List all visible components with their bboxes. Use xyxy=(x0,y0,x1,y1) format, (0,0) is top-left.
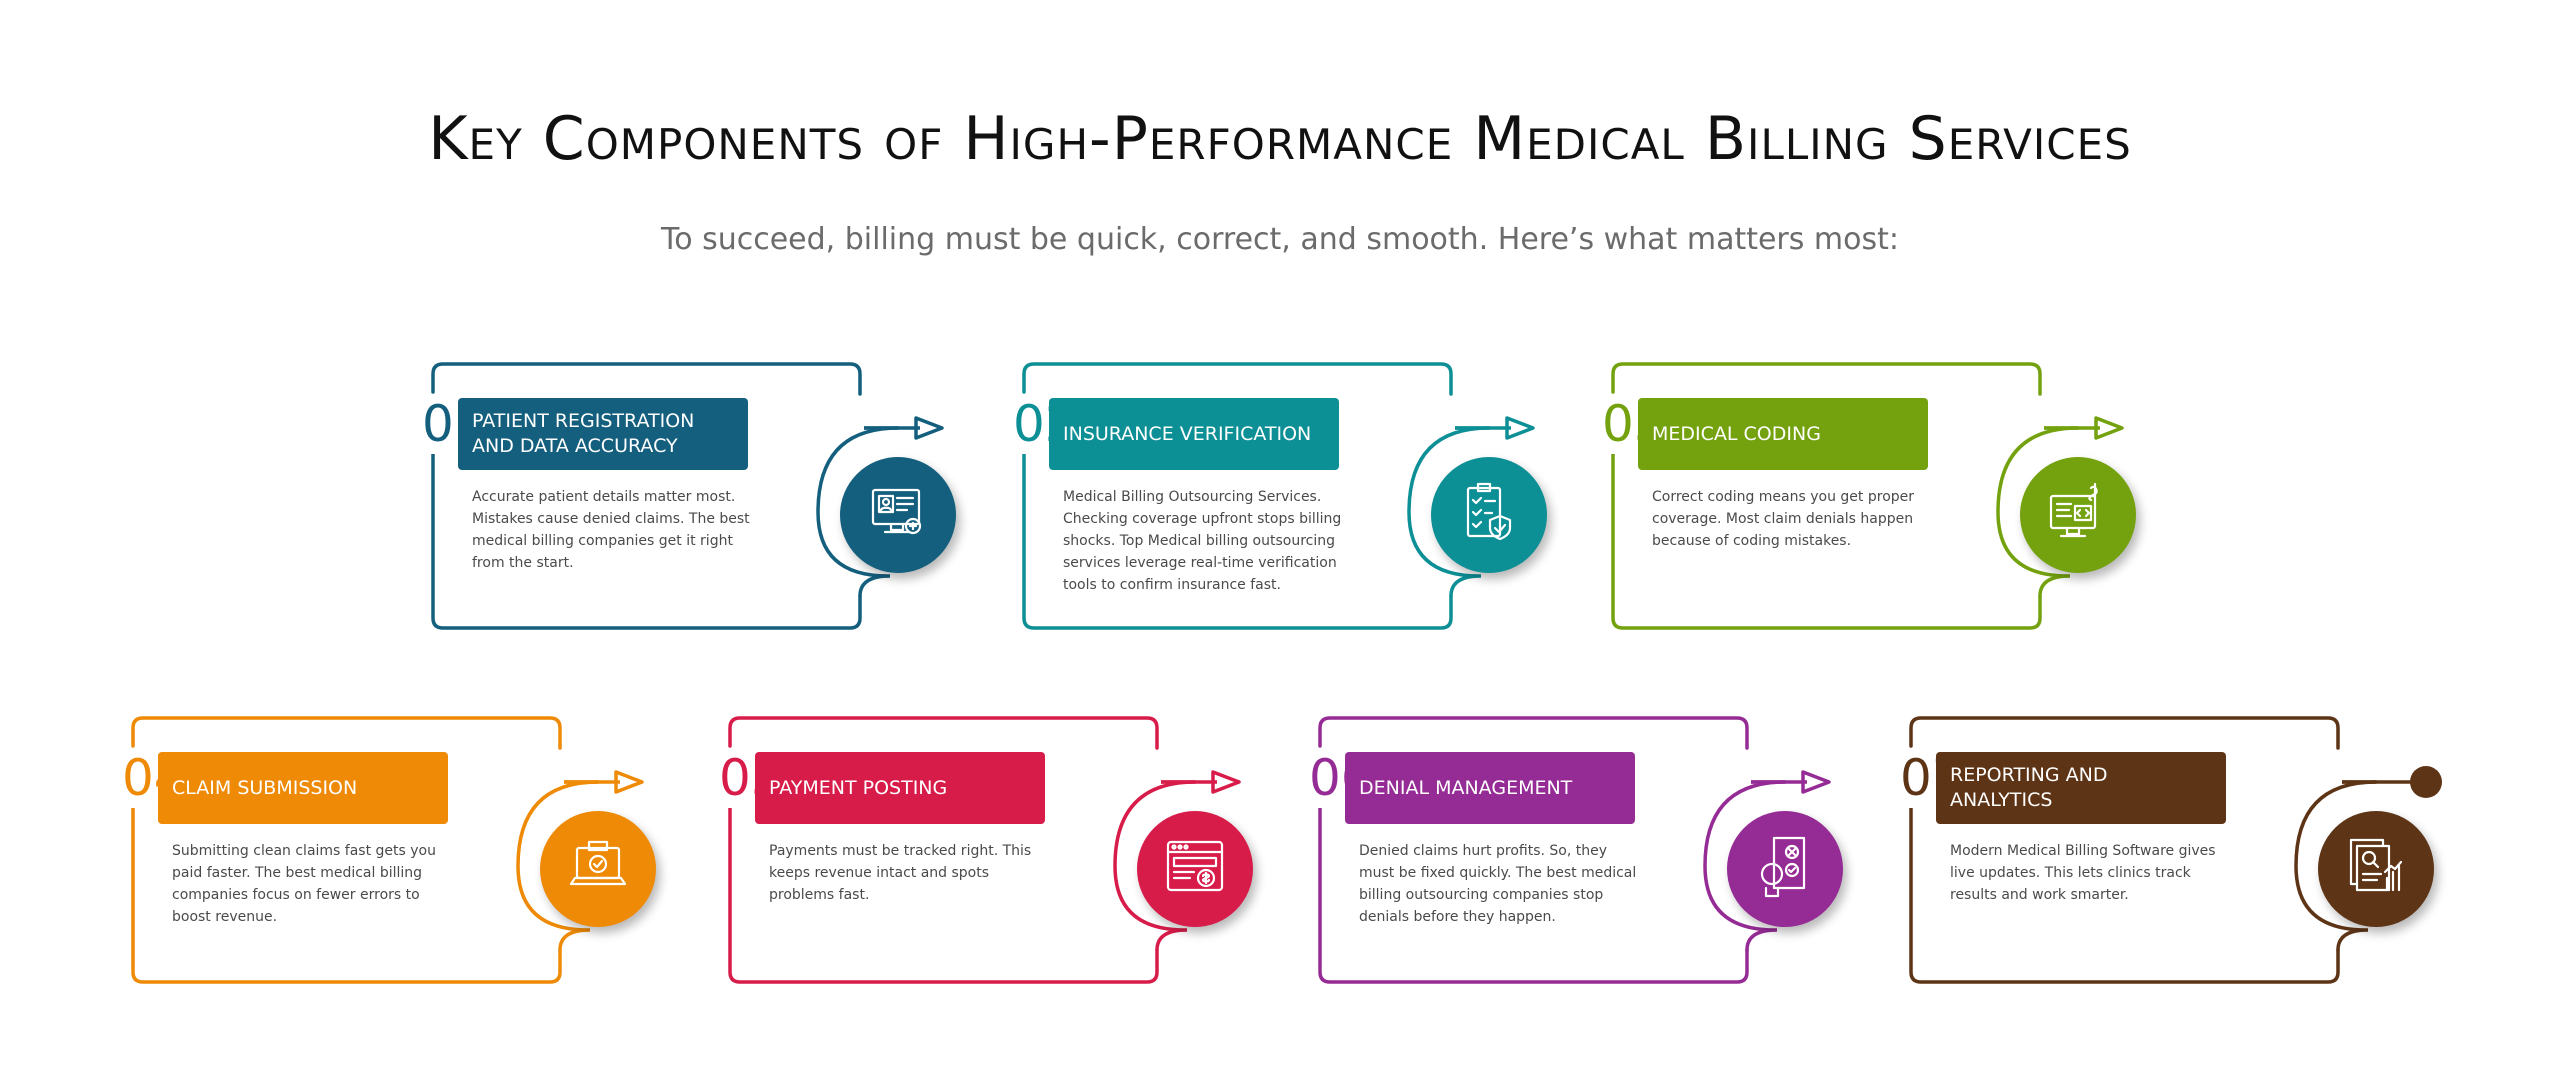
step-icon-circle xyxy=(2020,457,2136,573)
step-icon-circle xyxy=(1137,811,1253,927)
card-frame-arrow xyxy=(1611,362,2124,630)
denial-document-icon xyxy=(1750,832,1820,907)
step-card: 05 PAYMENT POSTING Payments must be trac… xyxy=(717,716,1277,986)
step-icon-circle xyxy=(1727,811,1843,927)
step-card: 03 MEDICAL CODING Correct coding means y… xyxy=(1600,362,2160,632)
step-label: PAYMENT POSTING xyxy=(755,752,1045,824)
payment-browser-icon xyxy=(1160,832,1230,907)
step-label: INSURANCE VERIFICATION xyxy=(1049,398,1339,470)
step-description: Accurate patient details matter most. Mi… xyxy=(472,489,750,571)
step-description: Medical Billing Outsourcing Services. Ch… xyxy=(1063,489,1342,593)
step-label: CLAIM SUBMISSION xyxy=(158,752,448,824)
page-subtitle: To succeed, billing must be quick, corre… xyxy=(660,222,1900,257)
step-label: MEDICAL CODING xyxy=(1638,398,1928,470)
claim-laptop-icon xyxy=(563,832,633,907)
step-icon-circle xyxy=(2318,811,2434,927)
step-card: 02 INSURANCE VERIFICATION Medical Billin… xyxy=(1011,362,1571,632)
step-description: Modern Medical Billing Software gives li… xyxy=(1950,843,2216,903)
card-frame-end-dot xyxy=(1909,716,2442,984)
step-description: Correct coding means you get proper cove… xyxy=(1652,489,1915,549)
step-label: REPORTING AND ANALYTICS xyxy=(1936,752,2226,824)
patient-id-monitor-icon xyxy=(863,478,933,553)
step-icon-circle xyxy=(1431,457,1547,573)
step-description: Submitting clean claims fast gets you pa… xyxy=(172,843,436,925)
card-frame-arrow xyxy=(728,716,1241,984)
card-frame-arrow xyxy=(431,362,944,630)
analytics-report-icon xyxy=(2341,832,2411,907)
step-card: 01 PATIENT REGISTRATION AND DATA ACCURAC… xyxy=(420,362,980,632)
card-frame-arrow xyxy=(1318,716,1831,984)
step-icon-circle xyxy=(540,811,656,927)
step-card: 04 CLAIM SUBMISSION Submitting clean cla… xyxy=(120,716,680,986)
step-description: Payments must be tracked right. This kee… xyxy=(769,843,1032,903)
coding-monitor-icon xyxy=(2043,478,2113,553)
step-icon-circle xyxy=(840,457,956,573)
page-title: Key Components of High-Performance Medic… xyxy=(428,104,2132,174)
step-card: 07 REPORTING AND ANALYTICS Modern Medica… xyxy=(1898,716,2458,986)
step-label: DENIAL MANAGEMENT xyxy=(1345,752,1635,824)
insurance-checklist-shield-icon xyxy=(1454,478,1524,553)
card-frame-arrow xyxy=(1022,362,1535,630)
step-description: Denied claims hurt profits. So, they mus… xyxy=(1359,843,1637,925)
step-label: PATIENT REGISTRATION AND DATA ACCURACY xyxy=(458,398,748,470)
card-frame-arrow xyxy=(131,716,644,984)
step-card: 06 DENIAL MANAGEMENT Denied claims hurt … xyxy=(1307,716,1867,986)
